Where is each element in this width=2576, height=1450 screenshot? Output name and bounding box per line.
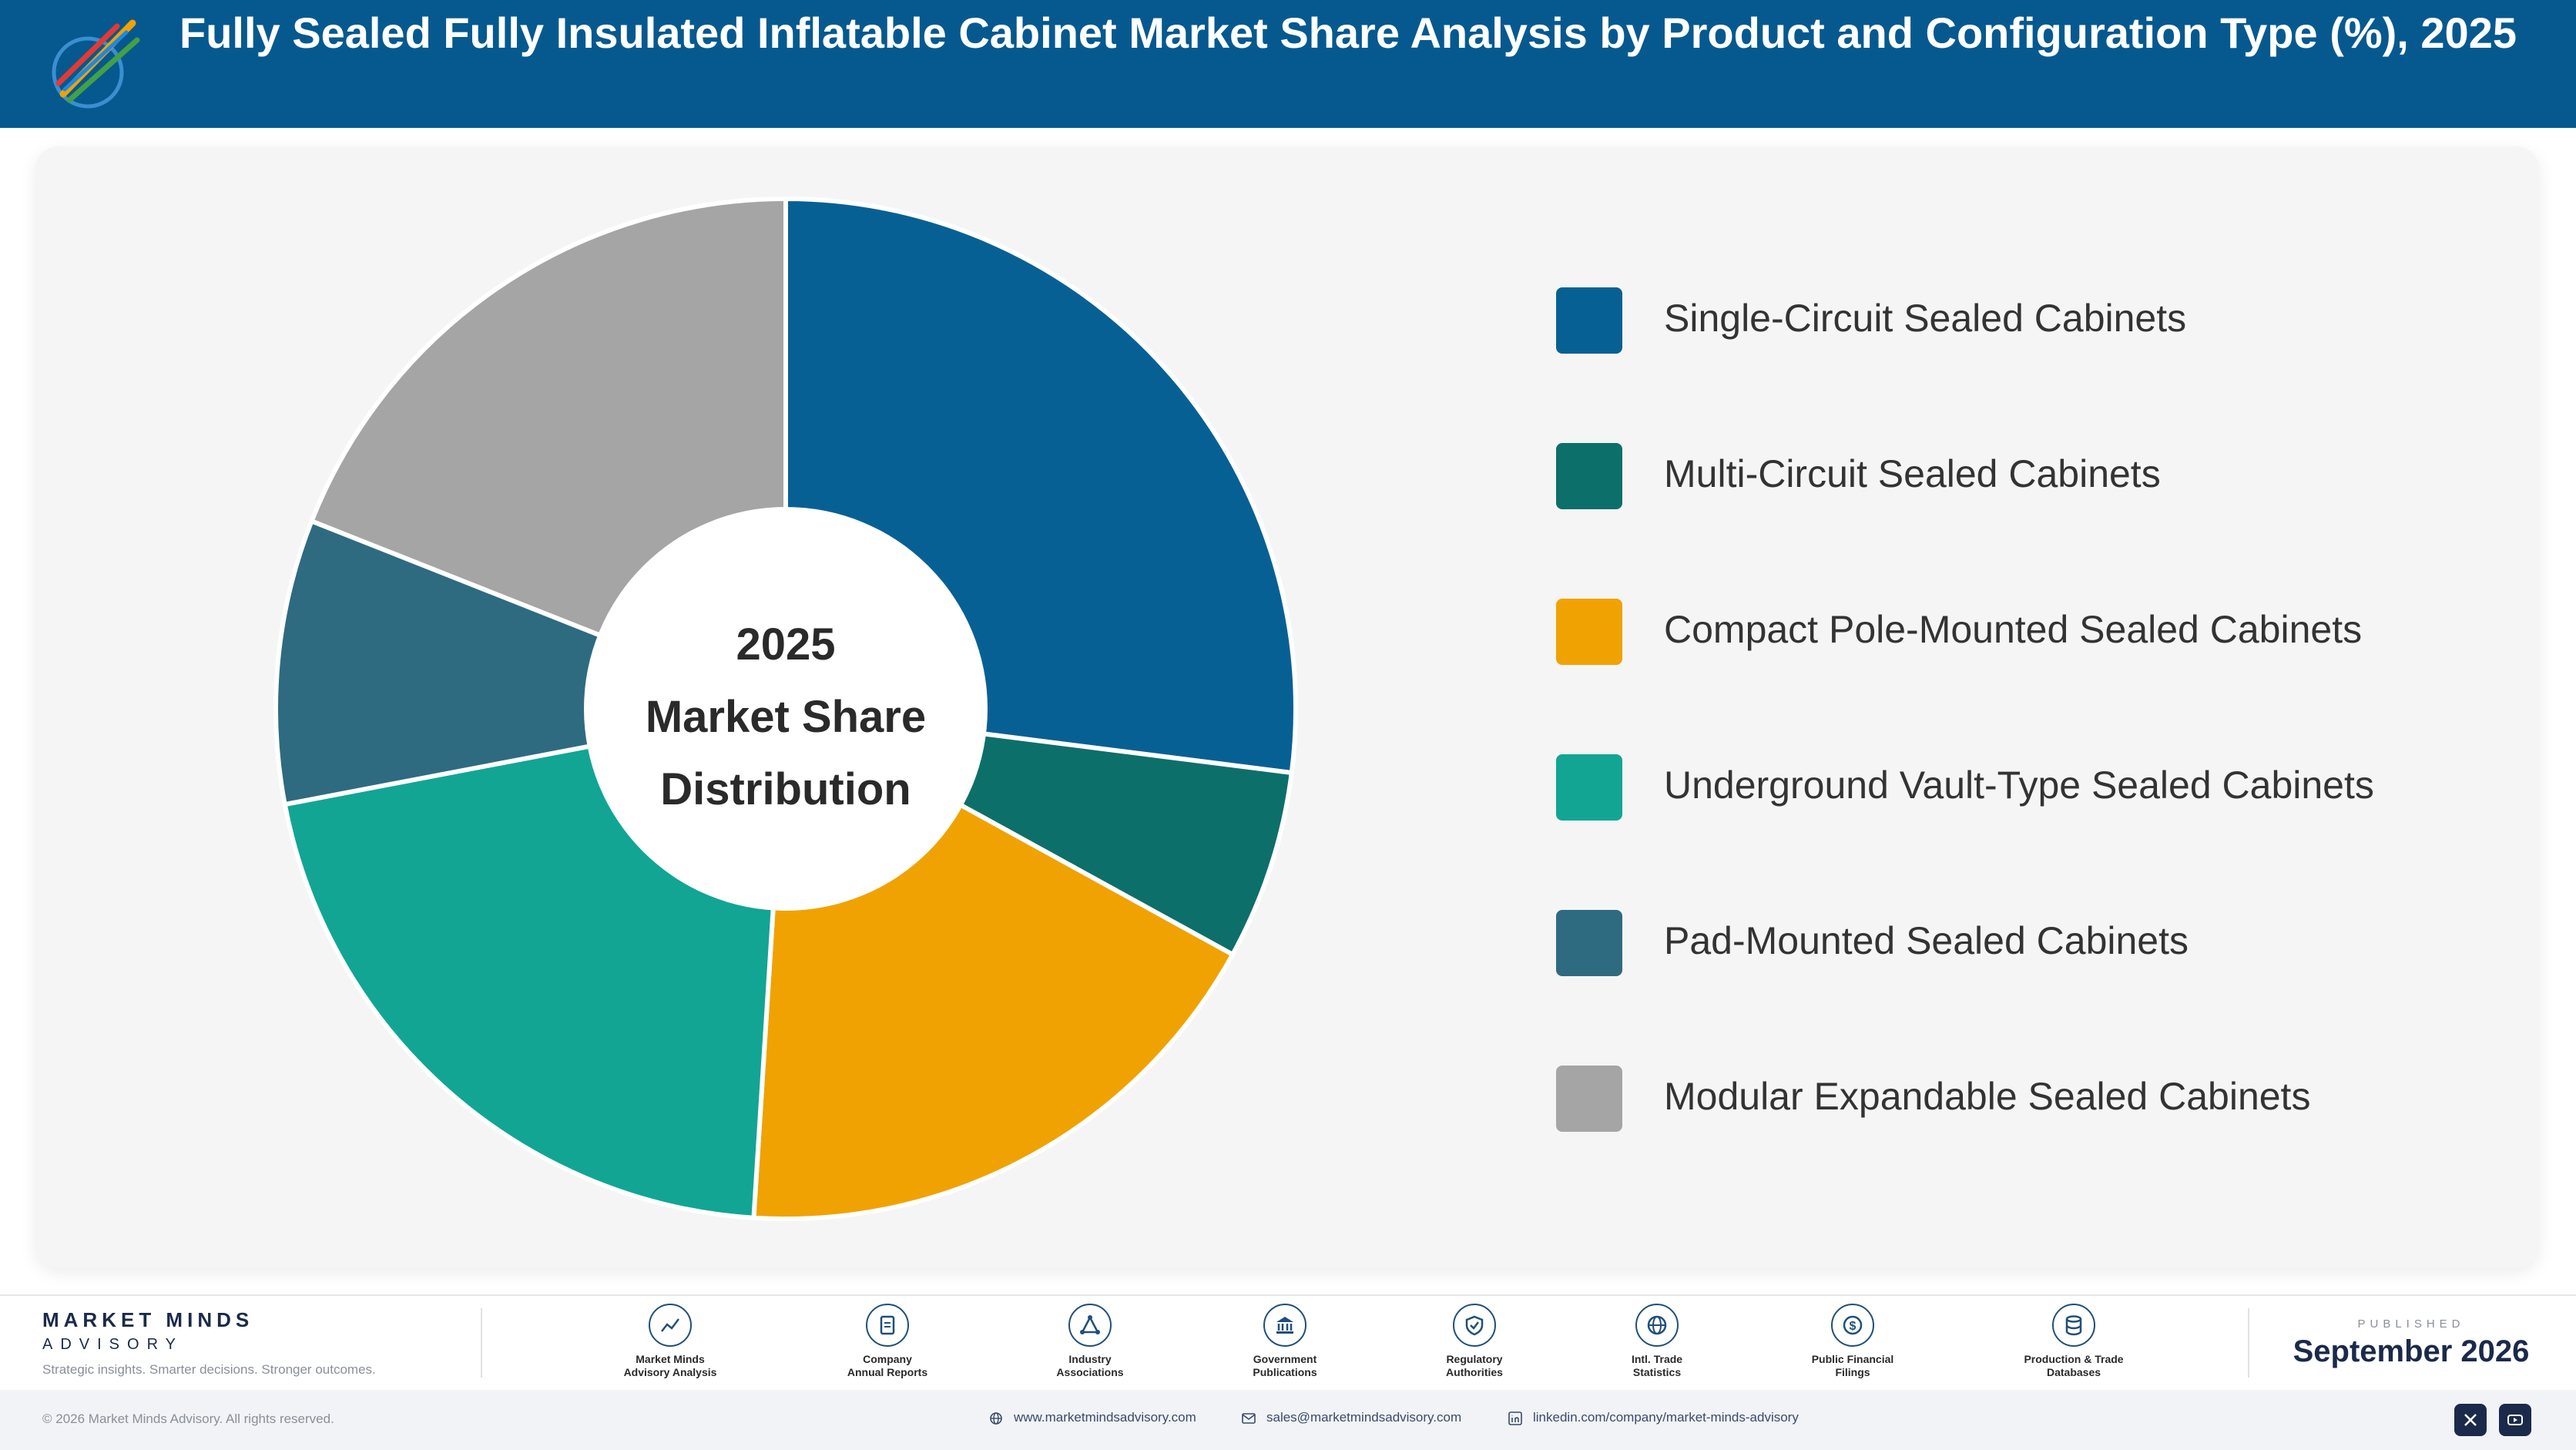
source-line1: Market Minds bbox=[636, 1353, 705, 1365]
mail-icon bbox=[1242, 1412, 1256, 1424]
page-title: Fully Sealed Fully Insulated Inflatable … bbox=[179, 8, 2517, 57]
legend-item: Underground Vault-Type Sealed Cabinets bbox=[1556, 752, 2480, 821]
source-item: $ Public Financial Filings bbox=[1776, 1304, 1930, 1379]
header-bar: Fully Sealed Fully Insulated Inflatable … bbox=[0, 0, 2576, 128]
brand-name: MARKET MINDS bbox=[42, 1308, 254, 1331]
svg-text:$: $ bbox=[1850, 1320, 1857, 1333]
legend-swatch bbox=[1556, 599, 1622, 665]
dollar-coin-icon: $ bbox=[1831, 1304, 1874, 1347]
source-line2: Statistics bbox=[1632, 1366, 1682, 1378]
footer: MARKET MINDS ADVISORY Strategic insights… bbox=[0, 1294, 2576, 1390]
source-line2: Publications bbox=[1253, 1366, 1317, 1378]
source-line2: Databases bbox=[2046, 1366, 2101, 1378]
source-line2: Filings bbox=[1835, 1366, 1870, 1378]
linkedin-text: linkedin.com/company/market-minds-adviso… bbox=[1533, 1410, 1799, 1425]
divider bbox=[2248, 1308, 2249, 1378]
government-building-icon bbox=[1263, 1304, 1306, 1347]
legend-swatch bbox=[1556, 443, 1622, 509]
email-text: sales@marketmindsadvisory.com bbox=[1266, 1410, 1462, 1425]
legend-label: Single-Circuit Sealed Cabinets bbox=[1664, 297, 2187, 340]
center-label-year: 2025 bbox=[736, 619, 836, 670]
brand-sub: ADVISORY bbox=[42, 1336, 183, 1353]
source-item: Industry Associations bbox=[1013, 1304, 1167, 1379]
globe-icon bbox=[990, 1411, 1002, 1425]
legend-item: Pad-Mounted Sealed Cabinets bbox=[1556, 908, 2480, 977]
legend-item: Modular Expandable Sealed Cabinets bbox=[1556, 1063, 2480, 1133]
source-line1: Company bbox=[863, 1353, 912, 1365]
source-line1: Production & Trade bbox=[2024, 1353, 2124, 1365]
database-icon bbox=[2052, 1304, 2095, 1347]
brand-tagline: Strategic insights. Smarter decisions. S… bbox=[42, 1362, 376, 1377]
legend-label: Underground Vault-Type Sealed Cabinets bbox=[1664, 764, 2374, 807]
legend-label: Compact Pole-Mounted Sealed Cabinets bbox=[1664, 608, 2363, 651]
source-item: Intl. Trade Statistics bbox=[1580, 1304, 1734, 1379]
network-icon bbox=[1068, 1304, 1112, 1347]
trend-chart-icon bbox=[649, 1304, 692, 1347]
x-icon[interactable] bbox=[2454, 1404, 2487, 1436]
source-item: Government Publications bbox=[1208, 1304, 1362, 1379]
market-minds-logo bbox=[52, 19, 140, 109]
legend-item: Multi-Circuit Sealed Cabinets bbox=[1556, 441, 2480, 510]
legend-label: Modular Expandable Sealed Cabinets bbox=[1664, 1075, 2311, 1118]
legend-item: Compact Pole-Mounted Sealed Cabinets bbox=[1556, 596, 2480, 666]
divider bbox=[481, 1308, 482, 1378]
published-label: PUBLISHED bbox=[2357, 1317, 2465, 1331]
document-icon bbox=[866, 1304, 909, 1347]
donut-center-label: 2025 Market Share Distribution bbox=[585, 609, 986, 826]
center-label-line3: Distribution bbox=[660, 764, 911, 814]
shield-check-icon bbox=[1453, 1304, 1496, 1347]
legend-item: Single-Circuit Sealed Cabinets bbox=[1556, 285, 2480, 354]
linkedin-icon bbox=[1508, 1411, 1522, 1425]
linkedin-link[interactable]: linkedin.com/company/market-minds-adviso… bbox=[1508, 1410, 1799, 1425]
source-line2: Advisory Analysis bbox=[623, 1366, 717, 1378]
youtube-icon[interactable] bbox=[2499, 1404, 2531, 1436]
source-line2: Authorities bbox=[1446, 1366, 1503, 1378]
legend-label: Multi-Circuit Sealed Cabinets bbox=[1664, 452, 2161, 495]
source-line1: Intl. Trade bbox=[1631, 1353, 1683, 1365]
source-item: Company Annual Reports bbox=[810, 1304, 964, 1379]
legend-swatch bbox=[1556, 910, 1622, 976]
source-line1: Industry bbox=[1068, 1353, 1112, 1365]
email-link[interactable]: sales@marketmindsadvisory.com bbox=[1242, 1410, 1461, 1425]
legend-swatch bbox=[1556, 1066, 1622, 1132]
published-date: September 2026 bbox=[2293, 1334, 2530, 1368]
source-line1: Regulatory bbox=[1446, 1353, 1503, 1365]
globe-icon bbox=[1635, 1304, 1679, 1347]
center-label-line2: Market Share bbox=[645, 692, 927, 742]
source-line1: Government bbox=[1253, 1353, 1317, 1365]
website-text: www.marketmindsadvisory.com bbox=[1014, 1410, 1196, 1425]
copyright: © 2026 Market Minds Advisory. All rights… bbox=[42, 1411, 334, 1426]
source-item: Production & Trade Databases bbox=[1997, 1304, 2151, 1379]
source-line1: Public Financial bbox=[1811, 1353, 1894, 1365]
legend-swatch bbox=[1556, 754, 1622, 821]
legend-label: Pad-Mounted Sealed Cabinets bbox=[1664, 919, 2189, 962]
source-line2: Annual Reports bbox=[847, 1366, 928, 1378]
source-item: Regulatory Authorities bbox=[1397, 1304, 1551, 1379]
website-link[interactable]: www.marketmindsadvisory.com bbox=[989, 1410, 1196, 1425]
bottom-bar: © 2026 Market Minds Advisory. All rights… bbox=[0, 1390, 2576, 1450]
legend-swatch bbox=[1556, 287, 1622, 354]
source-item: Market Minds Advisory Analysis bbox=[593, 1304, 747, 1379]
source-line2: Associations bbox=[1056, 1366, 1124, 1378]
